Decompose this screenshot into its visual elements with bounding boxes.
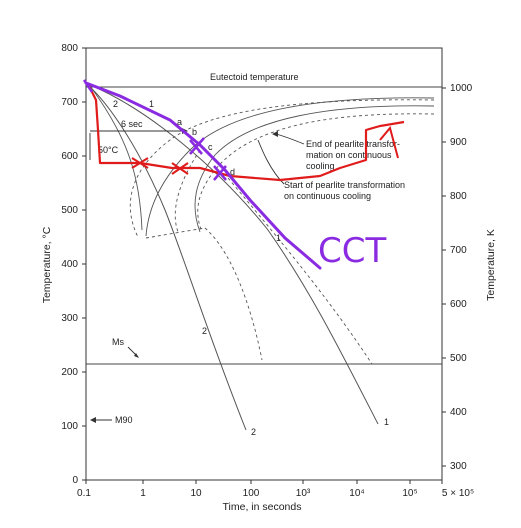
k-tick-600: 600 xyxy=(450,299,467,310)
k-tick-500: 500 xyxy=(450,353,467,364)
x-tick-1: 1 xyxy=(140,488,146,499)
dashed-curve-a xyxy=(129,99,435,238)
curve2-top-label: 2 xyxy=(113,99,118,109)
m90-arrowhead xyxy=(90,417,96,423)
x-tick-100: 100 xyxy=(243,488,260,499)
point-a: a xyxy=(177,117,182,127)
point-b: b xyxy=(192,127,197,137)
k-tick-900: 900 xyxy=(450,137,467,148)
cooling-curve-1 xyxy=(89,84,379,425)
start-pearlite-line2: on continuous cooling xyxy=(284,191,371,201)
curve1-mid-label: 1 xyxy=(276,233,281,243)
dashed-curve-c xyxy=(174,149,201,233)
dashed-down-right xyxy=(227,177,373,365)
end-pearlite-line2: mation on continuous xyxy=(306,150,392,160)
k-tick-700: 700 xyxy=(450,245,467,256)
dashed-down-left xyxy=(204,227,263,361)
purple-annotation-path xyxy=(84,81,322,270)
y-tick-800: 800 xyxy=(61,43,78,54)
y-tick-100: 100 xyxy=(61,421,78,432)
start-pearlite-line1: Start of pearlite transformation xyxy=(284,180,405,190)
end-pearlite-line1: End of pearlite transfor- xyxy=(306,139,400,149)
end-pearlite-line3: cooling xyxy=(306,161,335,171)
curve1-bottom-label: 1 xyxy=(384,417,389,427)
start-curve-outer xyxy=(145,97,435,237)
m90-label: M90 xyxy=(115,415,133,425)
purple-x-mark-1 xyxy=(189,137,205,155)
start-curve-inner xyxy=(194,105,435,233)
start-pearlite-arrow xyxy=(257,139,285,185)
dashed-bottom xyxy=(145,227,206,239)
k-tick-400: 400 xyxy=(450,407,467,418)
x-tick-100000: 10⁵ xyxy=(402,488,417,499)
left-axis: 800 700 600 500 400 300 200 100 0 Temper… xyxy=(41,43,86,486)
x-axis-title: Time, in seconds xyxy=(223,501,302,513)
red-x-mark-1 xyxy=(131,157,149,169)
x-axis: 0.1 1 10 100 10³ 10⁴ 10⁵ 5 × 10⁵ Time, i… xyxy=(77,480,474,513)
eutectoid-label: Eutectoid temperature xyxy=(210,72,299,82)
point-c: c xyxy=(208,142,213,152)
point-d: d xyxy=(230,167,235,177)
y-tick-600: 600 xyxy=(61,151,78,162)
x-tick-1000: 10³ xyxy=(296,488,311,499)
purple-x-mark-2 xyxy=(213,165,227,181)
ms-label: Ms xyxy=(112,337,124,347)
cooling-curve-2 xyxy=(87,84,247,431)
k-tick-800: 800 xyxy=(450,191,467,202)
ms-arrowhead xyxy=(134,353,139,358)
red-annotation-tick xyxy=(379,125,399,159)
six-sec-label: 6 sec xyxy=(121,119,143,129)
red-x-mark-2 xyxy=(171,162,189,175)
curve2-mid-label: 2 xyxy=(202,326,207,336)
cct-handwriting: CCT xyxy=(318,231,386,271)
end-pearlite-arrow xyxy=(275,133,305,145)
purple-x-mark-3 xyxy=(82,79,94,93)
x-tick-10000: 10⁴ xyxy=(349,488,364,499)
x-tick-500000: 5 × 10⁵ xyxy=(442,488,474,499)
curve1-top-label: 1 xyxy=(149,99,154,109)
end-pearlite-arrowhead xyxy=(272,131,278,137)
x-tick-0.1: 0.1 xyxy=(77,488,91,499)
cooling-curve-fast xyxy=(89,85,143,231)
y-tick-400: 400 xyxy=(61,259,78,270)
dashed-curve-b xyxy=(197,113,435,233)
y-tick-700: 700 xyxy=(61,97,78,108)
curve2-bottom-label: 2 xyxy=(251,427,256,437)
y-tick-300: 300 xyxy=(61,313,78,324)
x-tick-10: 10 xyxy=(190,488,202,499)
y-tick-200: 200 xyxy=(61,367,78,378)
k-tick-300: 300 xyxy=(450,461,467,472)
y-axis-title-right: Temperature, K xyxy=(485,229,497,301)
y-tick-0: 0 xyxy=(72,475,78,486)
right-axis: 1000 900 800 700 600 500 400 300 Tempera… xyxy=(442,83,497,472)
k-tick-1000: 1000 xyxy=(450,83,473,94)
y-tick-500: 500 xyxy=(61,205,78,216)
y-axis-title-left: Temperature, °C xyxy=(41,226,53,303)
fifty-c-label: 50°C xyxy=(98,145,119,155)
